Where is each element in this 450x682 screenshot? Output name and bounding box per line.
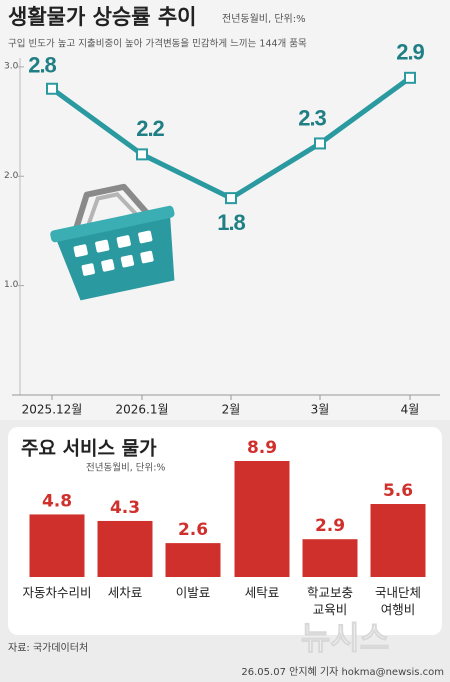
bar	[302, 539, 358, 577]
y-tick-label: 1.0	[4, 280, 19, 290]
value-label: 1.8	[217, 210, 245, 235]
value-label: 8.9	[247, 438, 277, 458]
point	[314, 137, 326, 150]
x-tick-label: 4월	[401, 403, 420, 417]
value-label: 4.3	[110, 498, 140, 518]
point	[225, 192, 237, 205]
x-tick-label: 세차료	[107, 585, 143, 600]
chart-note: 구입 빈도가 높고 지출비중이 높아 가격변동을 민감하게 느끼는 144개 품…	[8, 38, 307, 50]
watermark: 뉴시스	[301, 619, 389, 657]
y-tick-label: 3.0	[4, 61, 19, 71]
x-tick-label: 세탁료	[244, 585, 280, 600]
value-label: 2.2	[136, 116, 164, 141]
point	[136, 148, 148, 161]
value-label: 2.8	[28, 53, 56, 78]
bar-chart-subtitle: 전년동월비, 단위:%	[86, 462, 165, 474]
bar-chart-title: 주요 서비스 물가	[21, 438, 157, 460]
basket-icon	[50, 183, 175, 301]
bottom-panel	[8, 427, 442, 635]
point	[404, 71, 416, 84]
value-label: 4.8	[42, 491, 72, 511]
x-tick-label: 학교보충 교육비	[306, 585, 353, 617]
credit: 26.05.07 안지혜 기자 hokma@newsis.com	[241, 666, 444, 678]
value-label: 2.6	[178, 520, 208, 540]
point	[46, 82, 58, 95]
value-label: 2.9	[396, 40, 424, 65]
source: 자료: 국가데이터처	[8, 642, 88, 654]
x-tick-label: 3월	[311, 403, 330, 417]
bar	[370, 504, 426, 577]
x-tick-label: 2025.12월	[22, 403, 83, 417]
bar	[234, 461, 290, 577]
x-tick-label: 자동차수리비	[22, 585, 92, 600]
bar	[29, 514, 85, 577]
x-tick-label: 2026.1월	[115, 403, 168, 417]
value-label: 5.6	[383, 481, 413, 501]
x-tick-label: 2월	[222, 403, 241, 417]
value-label: 2.3	[298, 105, 326, 130]
x-tick-label: 이발료	[175, 585, 211, 600]
value-label: 2.9	[315, 516, 345, 536]
bar	[97, 520, 153, 577]
chart-title: 생활물가 상승률 추이	[8, 5, 197, 29]
bar	[165, 543, 221, 577]
top-panel	[0, 0, 450, 420]
chart-subtitle: 전년동월비, 단위:%	[222, 12, 306, 25]
y-tick-label: 2.0	[4, 171, 19, 181]
x-tick-label: 국내단체 여행비	[374, 585, 421, 617]
